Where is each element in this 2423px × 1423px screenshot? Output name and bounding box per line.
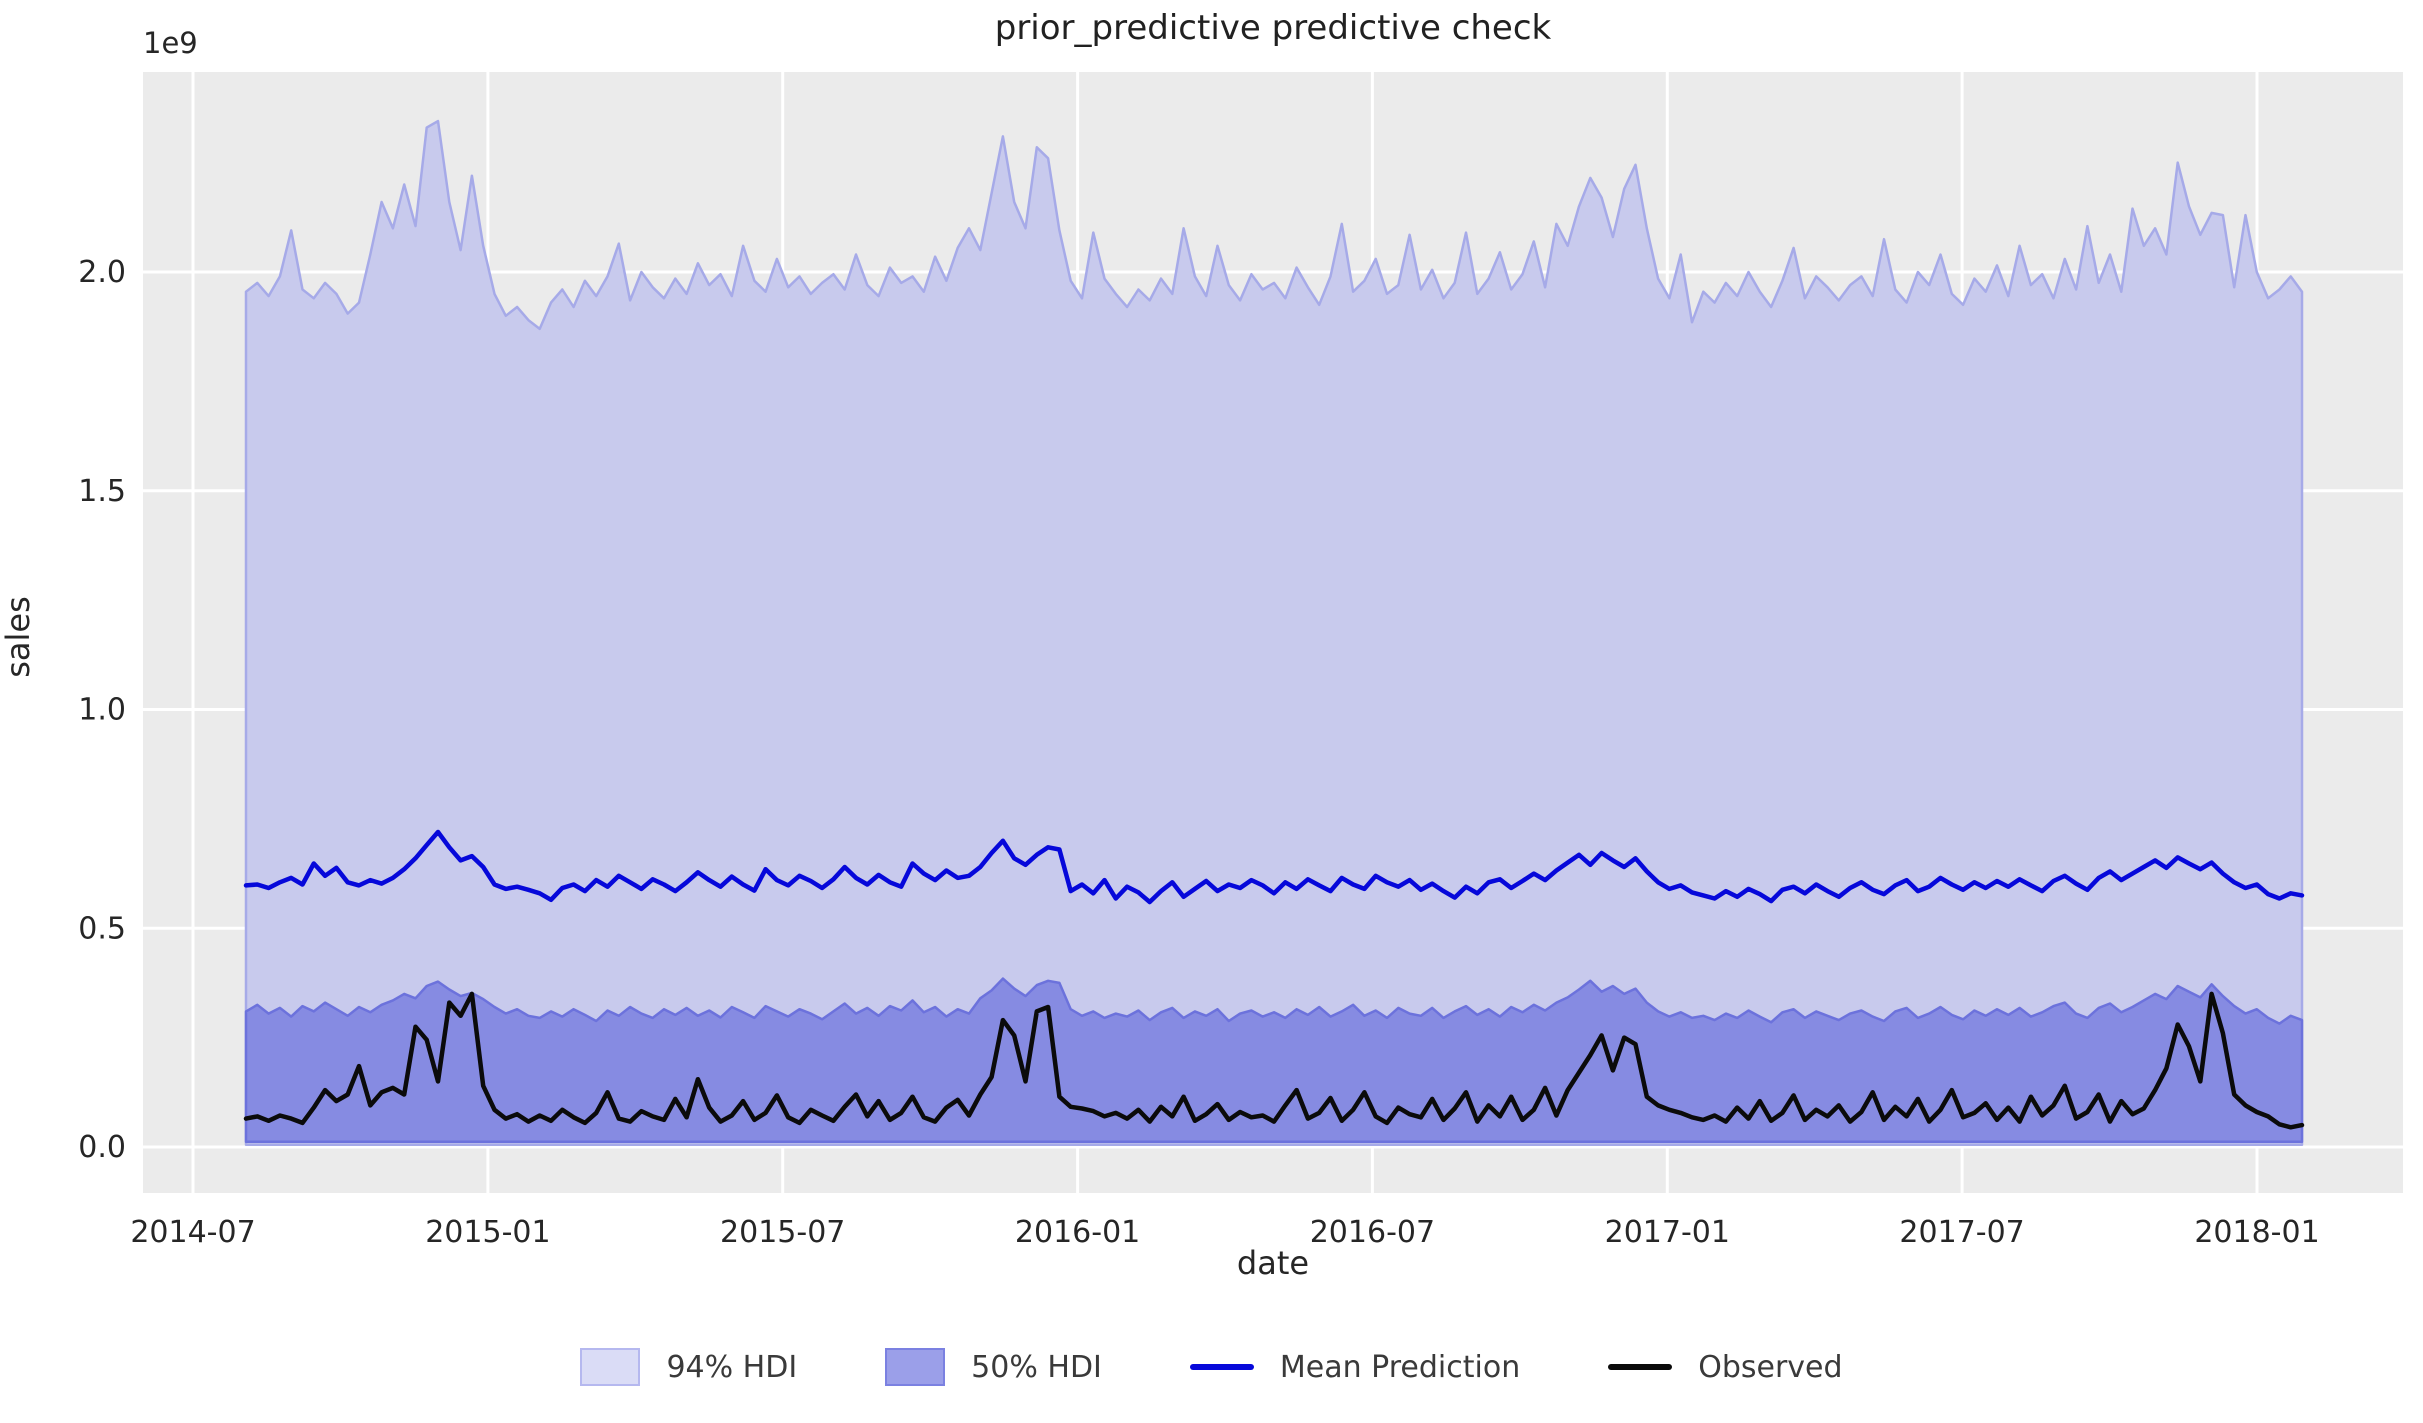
svg-text:2015-07: 2015-07 bbox=[720, 1215, 845, 1250]
legend-patch-swatch bbox=[580, 1348, 641, 1386]
svg-text:0.5: 0.5 bbox=[78, 911, 126, 946]
svg-text:2018-01: 2018-01 bbox=[2194, 1215, 2319, 1250]
legend-item-mean-prediction: Mean Prediction bbox=[1189, 1349, 1521, 1385]
legend-label: 50% HDI bbox=[971, 1349, 1102, 1385]
legend: 94% HDI 50% HDI Mean Prediction Observed bbox=[0, 1348, 2423, 1386]
y-tick-labels: 0.0 0.5 1.0 1.5 2.0 bbox=[78, 255, 126, 1165]
legend-patch-swatch bbox=[885, 1348, 946, 1386]
legend-item-94-hdi: 94% HDI bbox=[580, 1348, 797, 1386]
legend-label: 94% HDI bbox=[666, 1349, 798, 1385]
svg-text:2015-01: 2015-01 bbox=[425, 1215, 550, 1250]
svg-text:1.0: 1.0 bbox=[78, 693, 126, 728]
svg-text:2016-07: 2016-07 bbox=[1310, 1215, 1435, 1250]
x-tick-labels: 2014-07 2015-01 2015-07 2016-01 2016-07 2017-… bbox=[130, 1215, 2319, 1250]
svg-text:2014-07: 2014-07 bbox=[130, 1215, 255, 1250]
legend-item-50-hdi: 50% HDI bbox=[885, 1348, 1102, 1386]
legend-item-observed: Observed bbox=[1608, 1349, 1843, 1385]
x-axis-label: date bbox=[1236, 1244, 1310, 1282]
svg-text:1.5: 1.5 bbox=[78, 474, 126, 509]
svg-text:0.0: 0.0 bbox=[78, 1130, 126, 1165]
legend-line-swatch bbox=[1189, 1364, 1254, 1370]
observed-line bbox=[243, 991, 2305, 1130]
svg-text:2017-07: 2017-07 bbox=[1899, 1215, 2024, 1250]
legend-label: Observed bbox=[1698, 1349, 1843, 1385]
svg-text:2017-01: 2017-01 bbox=[1605, 1215, 1730, 1250]
svg-text:2016-01: 2016-01 bbox=[1015, 1215, 1140, 1250]
y-axis-offset-label: 1e9 bbox=[143, 26, 198, 60]
legend-line-swatch bbox=[1608, 1364, 1673, 1370]
y-axis-label: sales bbox=[0, 596, 37, 678]
legend-label: Mean Prediction bbox=[1279, 1349, 1521, 1385]
svg-text:2.0: 2.0 bbox=[78, 255, 126, 290]
chart-title: prior_predictive predictive check bbox=[994, 8, 1552, 48]
mean-prediction-line bbox=[243, 829, 2305, 905]
